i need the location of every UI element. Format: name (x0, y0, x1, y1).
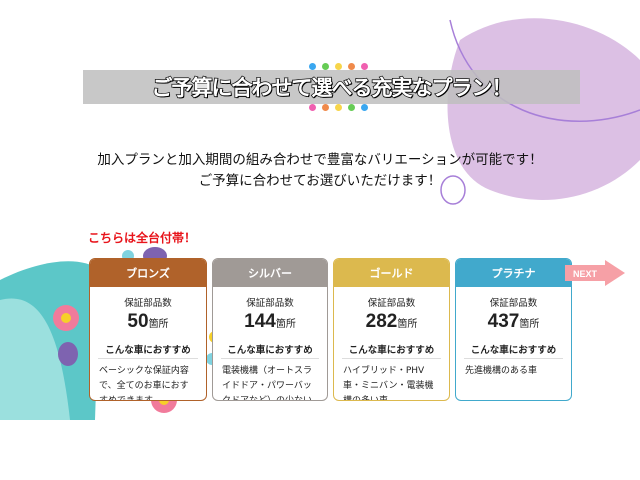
recommend-label: こんな車におすすめ (98, 342, 198, 359)
parts-label: 保証部品数 (124, 298, 172, 309)
dots-bottom (309, 104, 368, 111)
parts-label: 保証部品数 (246, 298, 294, 309)
dot (322, 104, 329, 111)
plan-description: ベーシックな保証内容で、全てのお車におすすめできます。 (99, 366, 189, 401)
title-bar: ご予算に合わせて選べる充実なプラン！ (83, 70, 580, 104)
plan-description: ハイブリッド・PHV車・ミニバン・電装機構の多い車 (343, 366, 434, 401)
count-unit: 箇所 (397, 319, 418, 330)
count-value: 282 (365, 311, 398, 332)
intro-line-1: 加入プランと加入期間の組み合わせで豊富なバリエーションが可能です！ (97, 152, 543, 168)
intro-line-2: ご予算に合わせてお選びいただけます！ (198, 173, 442, 189)
count-unit: 箇所 (148, 319, 169, 330)
count-value: 144 (244, 311, 276, 332)
dot (335, 104, 342, 111)
dot (335, 63, 342, 70)
included-badge: こちらは全台付帯！ (88, 231, 197, 245)
plan-name: プラチナ (456, 259, 571, 287)
recommend-label: こんな車におすすめ (342, 342, 441, 359)
dot (348, 104, 355, 111)
parts-count: 144箇所 (213, 311, 327, 333)
parts-count: 437箇所 (456, 311, 571, 333)
plan-name: シルバー (213, 259, 327, 287)
recommend-label: こんな車におすすめ (464, 342, 563, 359)
plan-card-1[interactable]: シルバー 保証部品数 144箇所 こんな車におすすめ 電装機構（オートスライドド… (212, 258, 328, 401)
parts-count: 282箇所 (334, 311, 449, 333)
dot (322, 63, 329, 70)
plan-name: ブロンズ (90, 259, 206, 287)
parts-label: 保証部品数 (367, 298, 416, 309)
dots-top (309, 63, 368, 70)
recommend-label: こんな車におすすめ (221, 342, 319, 359)
count-unit: 箇所 (519, 319, 540, 330)
next-label: NEXT (573, 269, 598, 279)
dot (309, 63, 316, 70)
count-value: 437 (487, 311, 520, 332)
plan-card-3[interactable]: プラチナ 保証部品数 437箇所 こんな車におすすめ 先進機構のある車 (455, 258, 572, 401)
next-arrow-button[interactable]: NEXT (565, 260, 625, 286)
parts-count: 50箇所 (90, 311, 206, 333)
page-title: ご予算に合わせて選べる充実なプラン！ (151, 75, 514, 101)
plan-card-2[interactable]: ゴールド 保証部品数 282箇所 こんな車におすすめ ハイブリッド・PHV車・ミ… (333, 258, 450, 401)
plan-card-0[interactable]: ブロンズ 保証部品数 50箇所 こんな車におすすめ ベーシックな保証内容で、全て… (89, 258, 207, 401)
intro-text: 加入プランと加入期間の組み合わせで豊富なバリエーションが可能です！ ご予算に合わ… (60, 150, 580, 192)
dot (309, 104, 316, 111)
dot (361, 63, 368, 70)
dot (348, 63, 355, 70)
count-value: 50 (127, 311, 149, 332)
count-unit: 箇所 (275, 319, 296, 330)
plan-name: ゴールド (334, 259, 449, 287)
parts-label: 保証部品数 (489, 298, 538, 309)
plan-description: 電装機構（オートスライドドア・パワーバックドアなど）の少ない車 (222, 366, 313, 401)
dot (361, 104, 368, 111)
plan-description: 先進機構のある車 (465, 366, 538, 376)
